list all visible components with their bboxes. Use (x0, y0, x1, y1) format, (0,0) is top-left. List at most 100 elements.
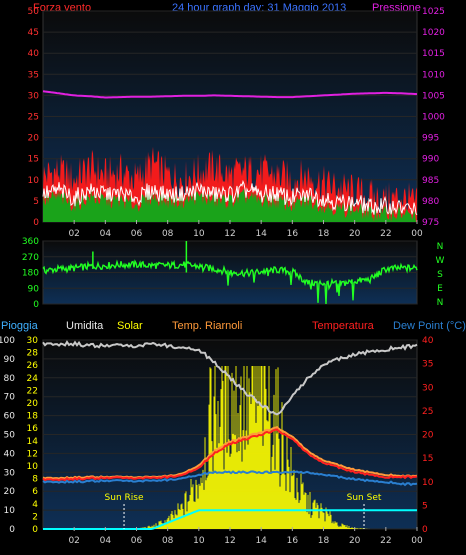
pressure-y-tick-label: 1005 (422, 91, 445, 101)
temperature-y-tick-label: 30 (422, 383, 434, 393)
wind-y-tick-label: 35 (28, 70, 39, 80)
wind-y-tick-label: 40 (28, 49, 40, 59)
compass-label: E (437, 284, 443, 294)
temp-x-axis-tick-label: 00 (411, 536, 423, 546)
wind-y-tick-label: 45 (28, 28, 39, 38)
humidity-y-tick-label: 30 (4, 468, 16, 478)
temp-x-axis-tick-label: 18 (318, 536, 330, 546)
temperature-y-tick-label: 10 (422, 478, 434, 488)
pressure-y-tick-label: 1000 (422, 113, 445, 123)
solar-y-tick-label: 18 (27, 412, 39, 422)
pressure-y-tick-label: 975 (422, 218, 439, 228)
temperature-y-tick-label: 25 (422, 407, 433, 417)
direction-y-tick-label: 0 (33, 300, 39, 310)
solar-y-tick-label: 14 (27, 437, 39, 447)
pressure-y-tick-label: 985 (422, 176, 439, 186)
heat-index-label: Temp. Riarnoli (172, 320, 243, 332)
wind-x-axis-tick-label: 12 (224, 229, 235, 239)
wind-x-axis-tick-label: 00 (411, 229, 423, 239)
wind-x-axis-tick-label: 10 (193, 229, 205, 239)
humidity-y-tick-label: 40 (4, 449, 16, 459)
wind-x-axis-tick-label: 02 (68, 229, 79, 239)
dewpoint-label: Dew Point (°C) (393, 320, 466, 332)
temperature-y-tick-label: 15 (422, 454, 433, 464)
sunset-label: Sun Set (347, 493, 382, 503)
wind-y-tick-label: 20 (28, 134, 40, 144)
solar-y-tick-label: 2 (32, 512, 38, 522)
temperature-y-tick-label: 35 (422, 360, 433, 370)
direction-y-tick-label: 270 (22, 253, 39, 263)
temp-x-axis-tick-label: 12 (224, 536, 235, 546)
sunrise-label: Sun Rise (105, 493, 144, 503)
solar-y-tick-label: 16 (27, 424, 39, 434)
direction-y-tick-label: 180 (22, 269, 39, 279)
pressure-y-tick-label: 995 (422, 134, 439, 144)
humidity-y-tick-label: 90 (4, 355, 16, 365)
wind-y-tick-label: 25 (28, 113, 39, 123)
pressure-y-tick-label: 990 (422, 155, 439, 165)
solar-y-tick-label: 22 (27, 386, 38, 396)
temp-x-axis-tick-label: 10 (193, 536, 205, 546)
pressure-y-tick-label: 1025 (422, 7, 445, 17)
dewpoint-line (42, 470, 418, 487)
temperature-y-tick-label: 5 (422, 501, 428, 511)
humidity-y-tick-label: 10 (4, 506, 16, 516)
temp-x-axis-tick-label: 08 (162, 536, 174, 546)
humidity-y-tick-label: 100 (0, 336, 15, 346)
compass-label: S (437, 270, 443, 280)
solar-y-tick-label: 12 (27, 449, 38, 459)
solar-y-tick-label: 6 (32, 487, 38, 497)
temp-x-axis-tick-label: 14 (255, 536, 267, 546)
temp-x-axis-tick-label: 02 (68, 536, 79, 546)
wind-direction-line (42, 259, 418, 305)
temperature-y-tick-label: 20 (422, 431, 434, 441)
solar-y-tick-label: 24 (27, 374, 39, 384)
solar-y-tick-label: 26 (27, 361, 39, 371)
solar-label: Solar (117, 320, 143, 332)
humidity-y-tick-label: 70 (4, 393, 16, 403)
compass-label: N (437, 298, 444, 308)
wind-y-tick-label: 30 (28, 91, 40, 101)
wind-average-line (42, 179, 418, 216)
solar-y-tick-label: 28 (27, 349, 39, 359)
temp-x-axis-tick-label: 22 (380, 536, 391, 546)
pressure-y-tick-label: 1015 (422, 49, 445, 59)
wind-x-axis-tick-label: 18 (318, 229, 330, 239)
humidity-y-tick-label: 60 (4, 412, 16, 422)
solar-y-tick-label: 30 (27, 336, 39, 346)
humidity-y-tick-label: 0 (9, 525, 15, 535)
compass-label: W (436, 256, 445, 266)
temp-x-axis-tick-label: 16 (287, 536, 299, 546)
pressure-y-tick-label: 1010 (422, 70, 445, 80)
temp-x-axis-tick-label: 20 (349, 536, 361, 546)
wind-x-axis-tick-label: 08 (162, 229, 174, 239)
temperature-y-tick-label: 40 (422, 336, 434, 346)
solar-y-tick-label: 10 (27, 462, 39, 472)
rain-label: Pioggia (1, 320, 38, 332)
wind-x-axis-tick-label: 04 (100, 229, 112, 239)
solar-y-tick-label: 8 (32, 475, 38, 485)
solar-y-tick-label: 4 (32, 500, 38, 510)
wind-x-axis-tick-label: 16 (287, 229, 299, 239)
wind-x-axis-tick-label: 14 (255, 229, 267, 239)
wind-y-tick-label: 5 (33, 197, 39, 207)
wind-y-tick-label: 0 (33, 218, 39, 228)
direction-y-tick-label: 360 (22, 237, 39, 247)
temp-x-axis-tick-label: 04 (100, 536, 112, 546)
wind-y-tick-label: 15 (28, 155, 39, 165)
humidity-label: Umidita (66, 320, 104, 332)
solar-y-tick-label: 20 (27, 399, 39, 409)
direction-y-tick-label: 90 (28, 284, 40, 294)
humidity-y-tick-label: 20 (4, 487, 16, 497)
temp-x-axis-tick-label: 06 (131, 536, 143, 546)
wind-y-tick-label: 10 (28, 176, 40, 186)
wind-y-tick-label: 50 (28, 7, 40, 17)
wind-average-area (43, 189, 417, 222)
pressure-y-tick-label: 980 (422, 197, 439, 207)
temperature-label: Temperatura (312, 320, 374, 332)
compass-label: N (437, 242, 444, 252)
solar-y-tick-label: 0 (32, 525, 38, 535)
wind-x-axis-tick-label: 20 (349, 229, 361, 239)
humidity-y-tick-label: 50 (4, 431, 16, 441)
